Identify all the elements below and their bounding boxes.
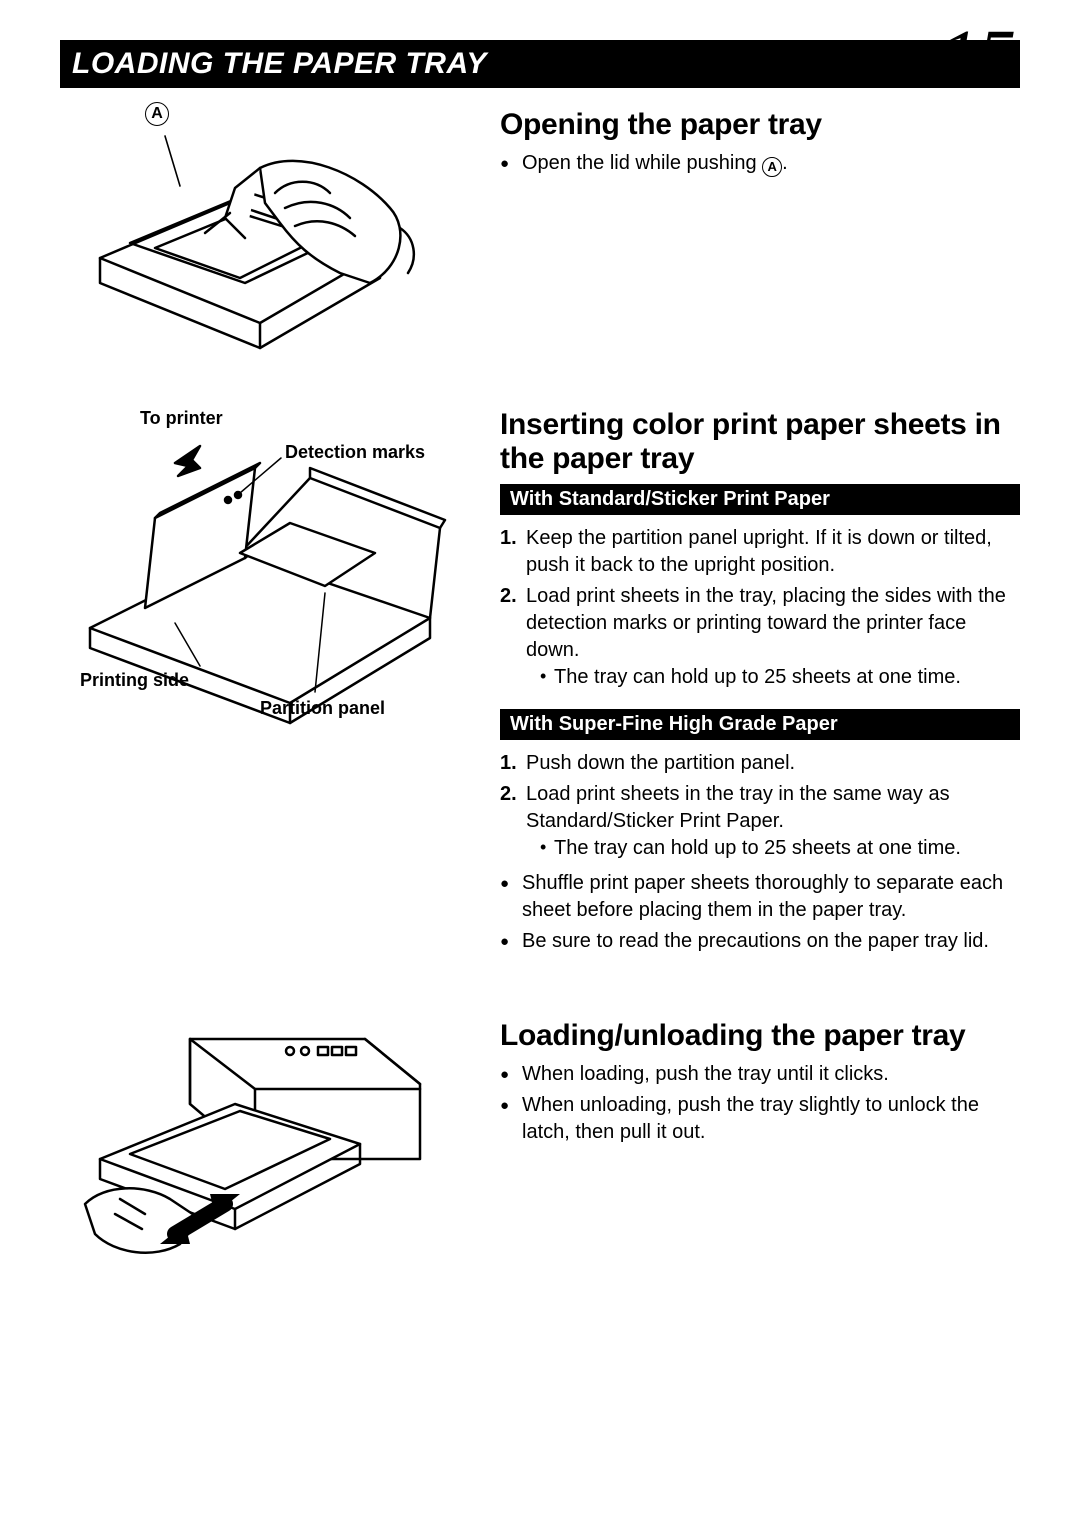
standard-step-1: Keep the partition panel upright. If it …: [500, 525, 1020, 579]
section-opening: A: [60, 108, 1020, 368]
tray-open-svg: [60, 108, 460, 368]
standard-steps: Keep the partition panel upright. If it …: [500, 525, 1020, 691]
heading-opening: Opening the paper tray: [500, 108, 1020, 142]
illustration-opening: A: [60, 108, 460, 368]
illustration-loading: [60, 1019, 460, 1279]
extra-bullet-2: Be sure to read the precautions on the p…: [500, 928, 1020, 955]
superfine-steps: Push down the partition panel. Load prin…: [500, 750, 1020, 862]
opening-bullets: Open the lid while pushing A.: [500, 150, 1020, 177]
subheading-superfine: With Super-Fine High Grade Paper: [500, 709, 1020, 740]
loading-bullet-1: When loading, push the tray until it cli…: [500, 1061, 1020, 1088]
extra-bullets: Shuffle print paper sheets thoroughly to…: [500, 870, 1020, 955]
heading-inserting: Inserting color print paper sheets in th…: [500, 408, 1020, 476]
tray-insert-svg: [60, 408, 460, 788]
illustration-marker-a: A: [145, 100, 169, 126]
heading-loading: Loading/unloading the paper tray: [500, 1019, 1020, 1053]
page-number: 15: [940, 14, 1016, 101]
loading-bullet-2: When unloading, push the tray slightly t…: [500, 1092, 1020, 1146]
standard-step-2: Load print sheets in the tray, placing t…: [500, 583, 1020, 691]
superfine-step-1: Push down the partition panel.: [500, 750, 1020, 777]
section-inserting: To printer Detection marks Printing side…: [60, 408, 1020, 959]
illustration-inserting: To printer Detection marks Printing side…: [60, 408, 460, 788]
subheading-standard: With Standard/Sticker Print Paper: [500, 484, 1020, 515]
section-loading: Loading/unloading the paper tray When lo…: [60, 1019, 1020, 1279]
loading-bullets: When loading, push the tray until it cli…: [500, 1061, 1020, 1146]
page-title: LOADING THE PAPER TRAY: [72, 47, 487, 81]
superfine-step-2: Load print sheets in the tray in the sam…: [500, 781, 1020, 862]
standard-note: The tray can hold up to 25 sheets at one…: [540, 664, 1020, 691]
tray-load-svg: [60, 1019, 460, 1279]
extra-bullet-1: Shuffle print paper sheets thoroughly to…: [500, 870, 1020, 924]
opening-bullet-1: Open the lid while pushing A.: [500, 150, 1020, 177]
page-header: LOADING THE PAPER TRAY 15: [60, 40, 1020, 88]
superfine-note: The tray can hold up to 25 sheets at one…: [540, 835, 1020, 862]
